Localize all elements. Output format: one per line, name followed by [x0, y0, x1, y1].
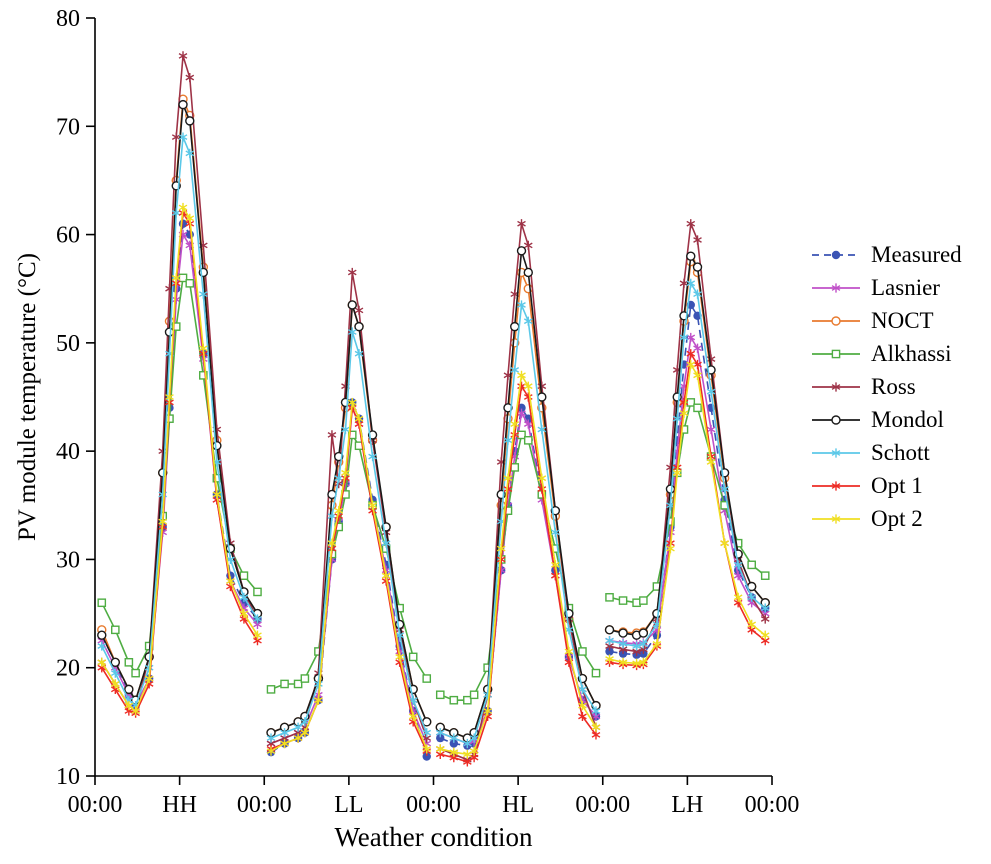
legend-item-alkhassi: Alkhassi [810, 340, 962, 367]
legend-item-opt-1: Opt 1 [810, 472, 962, 499]
legend-swatch-mondol [812, 414, 860, 425]
y-tick-label: 80 [56, 6, 80, 32]
series-segment [270, 402, 428, 757]
legend-item-ross: Ross [810, 373, 962, 400]
legend-label: Measured [871, 241, 962, 267]
series-opt-2 [97, 202, 770, 759]
legend-label: Ross [871, 373, 916, 399]
x-tick-label: HL [502, 792, 534, 818]
x-tick-label: 00:00 [575, 792, 630, 818]
x-tick-label: HH [162, 792, 197, 818]
legend-swatch-noct [812, 315, 860, 326]
legend-label: NOCT [871, 307, 934, 333]
legend-swatch-measured [812, 250, 860, 259]
series-segment [101, 221, 259, 708]
series-schott [97, 132, 770, 749]
x-tick-label: 00:00 [406, 792, 461, 818]
y-tick-label: 10 [56, 764, 80, 790]
x-tick-label: 00:00 [237, 792, 292, 818]
axes [94, 18, 772, 777]
x-tick-label: LH [671, 792, 703, 818]
x-axis-ticks: 00:00 HH 00:00 LL 00:00 HL 00:00 LH 00:00 [68, 776, 800, 818]
series-segment [440, 383, 597, 763]
legend-item-mondol: Mondol [810, 406, 962, 433]
x-tick-label: 00:00 [745, 792, 800, 818]
series-mondol [97, 99, 770, 743]
legend-swatch-schott [812, 447, 860, 458]
legend-item-measured: Measured [810, 241, 962, 268]
legend-item-lasnier: Lasnier [810, 274, 962, 301]
series-segment [101, 276, 259, 675]
y-tick-label: 60 [56, 223, 80, 249]
series-segment [101, 98, 259, 703]
y-tick-label: 50 [56, 331, 80, 357]
legend-label: Opt 1 [871, 472, 923, 498]
legend-label: Mondol [871, 406, 944, 432]
legend-item-opt-2: Opt 2 [810, 505, 962, 532]
legend-label: Alkhassi [871, 340, 952, 366]
legend-item-schott: Schott [810, 439, 962, 466]
x-tick-label: 00:00 [68, 792, 123, 818]
y-tick-label: 70 [56, 114, 80, 140]
y-axis-label: PV module temperature (°C) [14, 253, 41, 541]
series-segment [609, 362, 766, 665]
legend: Measured Lasnier NOCT Alkhassi Ross Mondol Sch… [810, 241, 962, 532]
legend-label: Schott [871, 439, 930, 465]
legend-swatch-alkhassi [812, 349, 860, 358]
series-segment [101, 104, 259, 703]
y-tick-label: 20 [56, 656, 80, 682]
legend-label: Lasnier [871, 274, 940, 300]
legend-item-noct: NOCT [810, 307, 962, 334]
legend-swatch-lasnier [812, 282, 860, 293]
legend-swatch-ross [812, 381, 860, 392]
legend-swatch-opt-2 [812, 513, 860, 524]
series-ross [97, 51, 770, 765]
x-axis-label: Weather condition [334, 822, 533, 852]
y-axis-ticks: 10 20 30 40 50 60 70 80 [56, 6, 95, 790]
series-segment [101, 205, 259, 713]
series-segment [440, 410, 597, 745]
legend-swatch-opt-1 [812, 480, 860, 491]
y-tick-label: 30 [56, 547, 80, 573]
y-tick-label: 40 [56, 439, 80, 465]
legend-label: Opt 2 [871, 505, 923, 531]
x-tick-label: LL [334, 792, 363, 818]
